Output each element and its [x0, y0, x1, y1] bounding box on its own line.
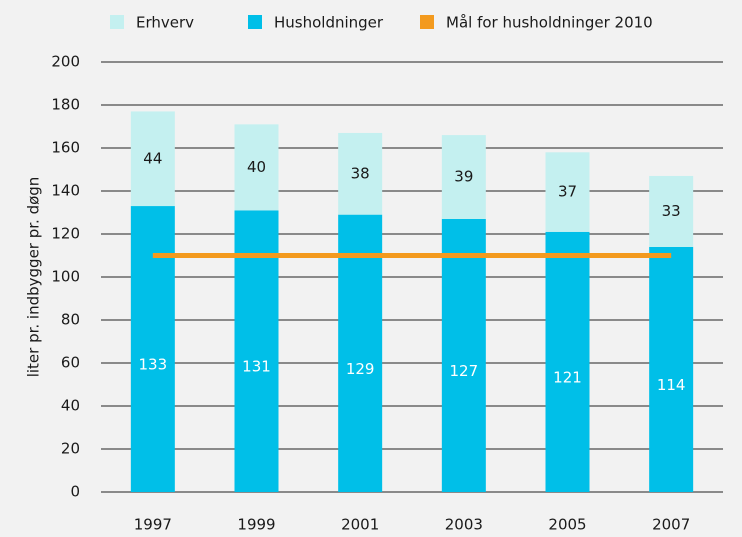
value-label: 44: [143, 149, 162, 167]
y-tick-label: 80: [61, 311, 80, 329]
value-label: 39: [454, 168, 473, 186]
value-label: 38: [351, 164, 370, 182]
value-label: 40: [247, 158, 266, 176]
y-tick-label: 180: [51, 96, 80, 114]
legend-swatch: [420, 15, 434, 29]
bar-segment: [130, 206, 175, 493]
value-label: 129: [346, 360, 375, 378]
y-tick-label: 100: [51, 268, 80, 286]
bar-segment: [338, 132, 383, 215]
y-tick-label: 60: [61, 354, 80, 372]
y-tick-label: 20: [61, 440, 80, 458]
bar-segment: [441, 135, 486, 219]
bar-segment: [130, 111, 175, 207]
bar-segment: [545, 152, 590, 232]
y-axis-label: liter pr. indbygger pr. døgn: [25, 177, 43, 378]
y-tick-label: 140: [51, 182, 80, 200]
value-label: 33: [662, 202, 681, 220]
bar-segment: [338, 214, 383, 492]
x-tick-label: 2003: [445, 516, 483, 534]
bar-segment: [545, 231, 590, 492]
bar-segment: [649, 175, 694, 247]
bar-segment: [441, 218, 486, 492]
value-label: 121: [553, 368, 582, 386]
x-tick-label: 2001: [341, 516, 379, 534]
bar-segment: [234, 210, 279, 492]
x-tick-label: 1999: [237, 516, 275, 534]
y-tick-label: 40: [61, 397, 80, 415]
value-label: 37: [558, 183, 577, 201]
legend-label: Mål for husholdninger 2010: [446, 14, 653, 32]
value-label: 127: [450, 362, 479, 380]
legend-label: Erhverv: [136, 14, 194, 32]
bar-segment: [649, 246, 694, 492]
y-tick-label: 0: [70, 483, 80, 501]
y-tick-label: 200: [51, 53, 80, 71]
x-tick-label: 2005: [548, 516, 586, 534]
value-label: 131: [242, 358, 271, 376]
y-tick-label: 160: [51, 139, 80, 157]
value-label: 133: [139, 356, 168, 374]
x-tick-label: 1997: [134, 516, 172, 534]
x-tick-label: 2007: [652, 516, 690, 534]
value-label: 114: [657, 376, 686, 394]
legend-label: Husholdninger: [274, 14, 384, 32]
bar-segment: [234, 124, 279, 211]
y-tick-label: 120: [51, 225, 80, 243]
legend-swatch: [110, 15, 124, 29]
legend-swatch: [248, 15, 262, 29]
